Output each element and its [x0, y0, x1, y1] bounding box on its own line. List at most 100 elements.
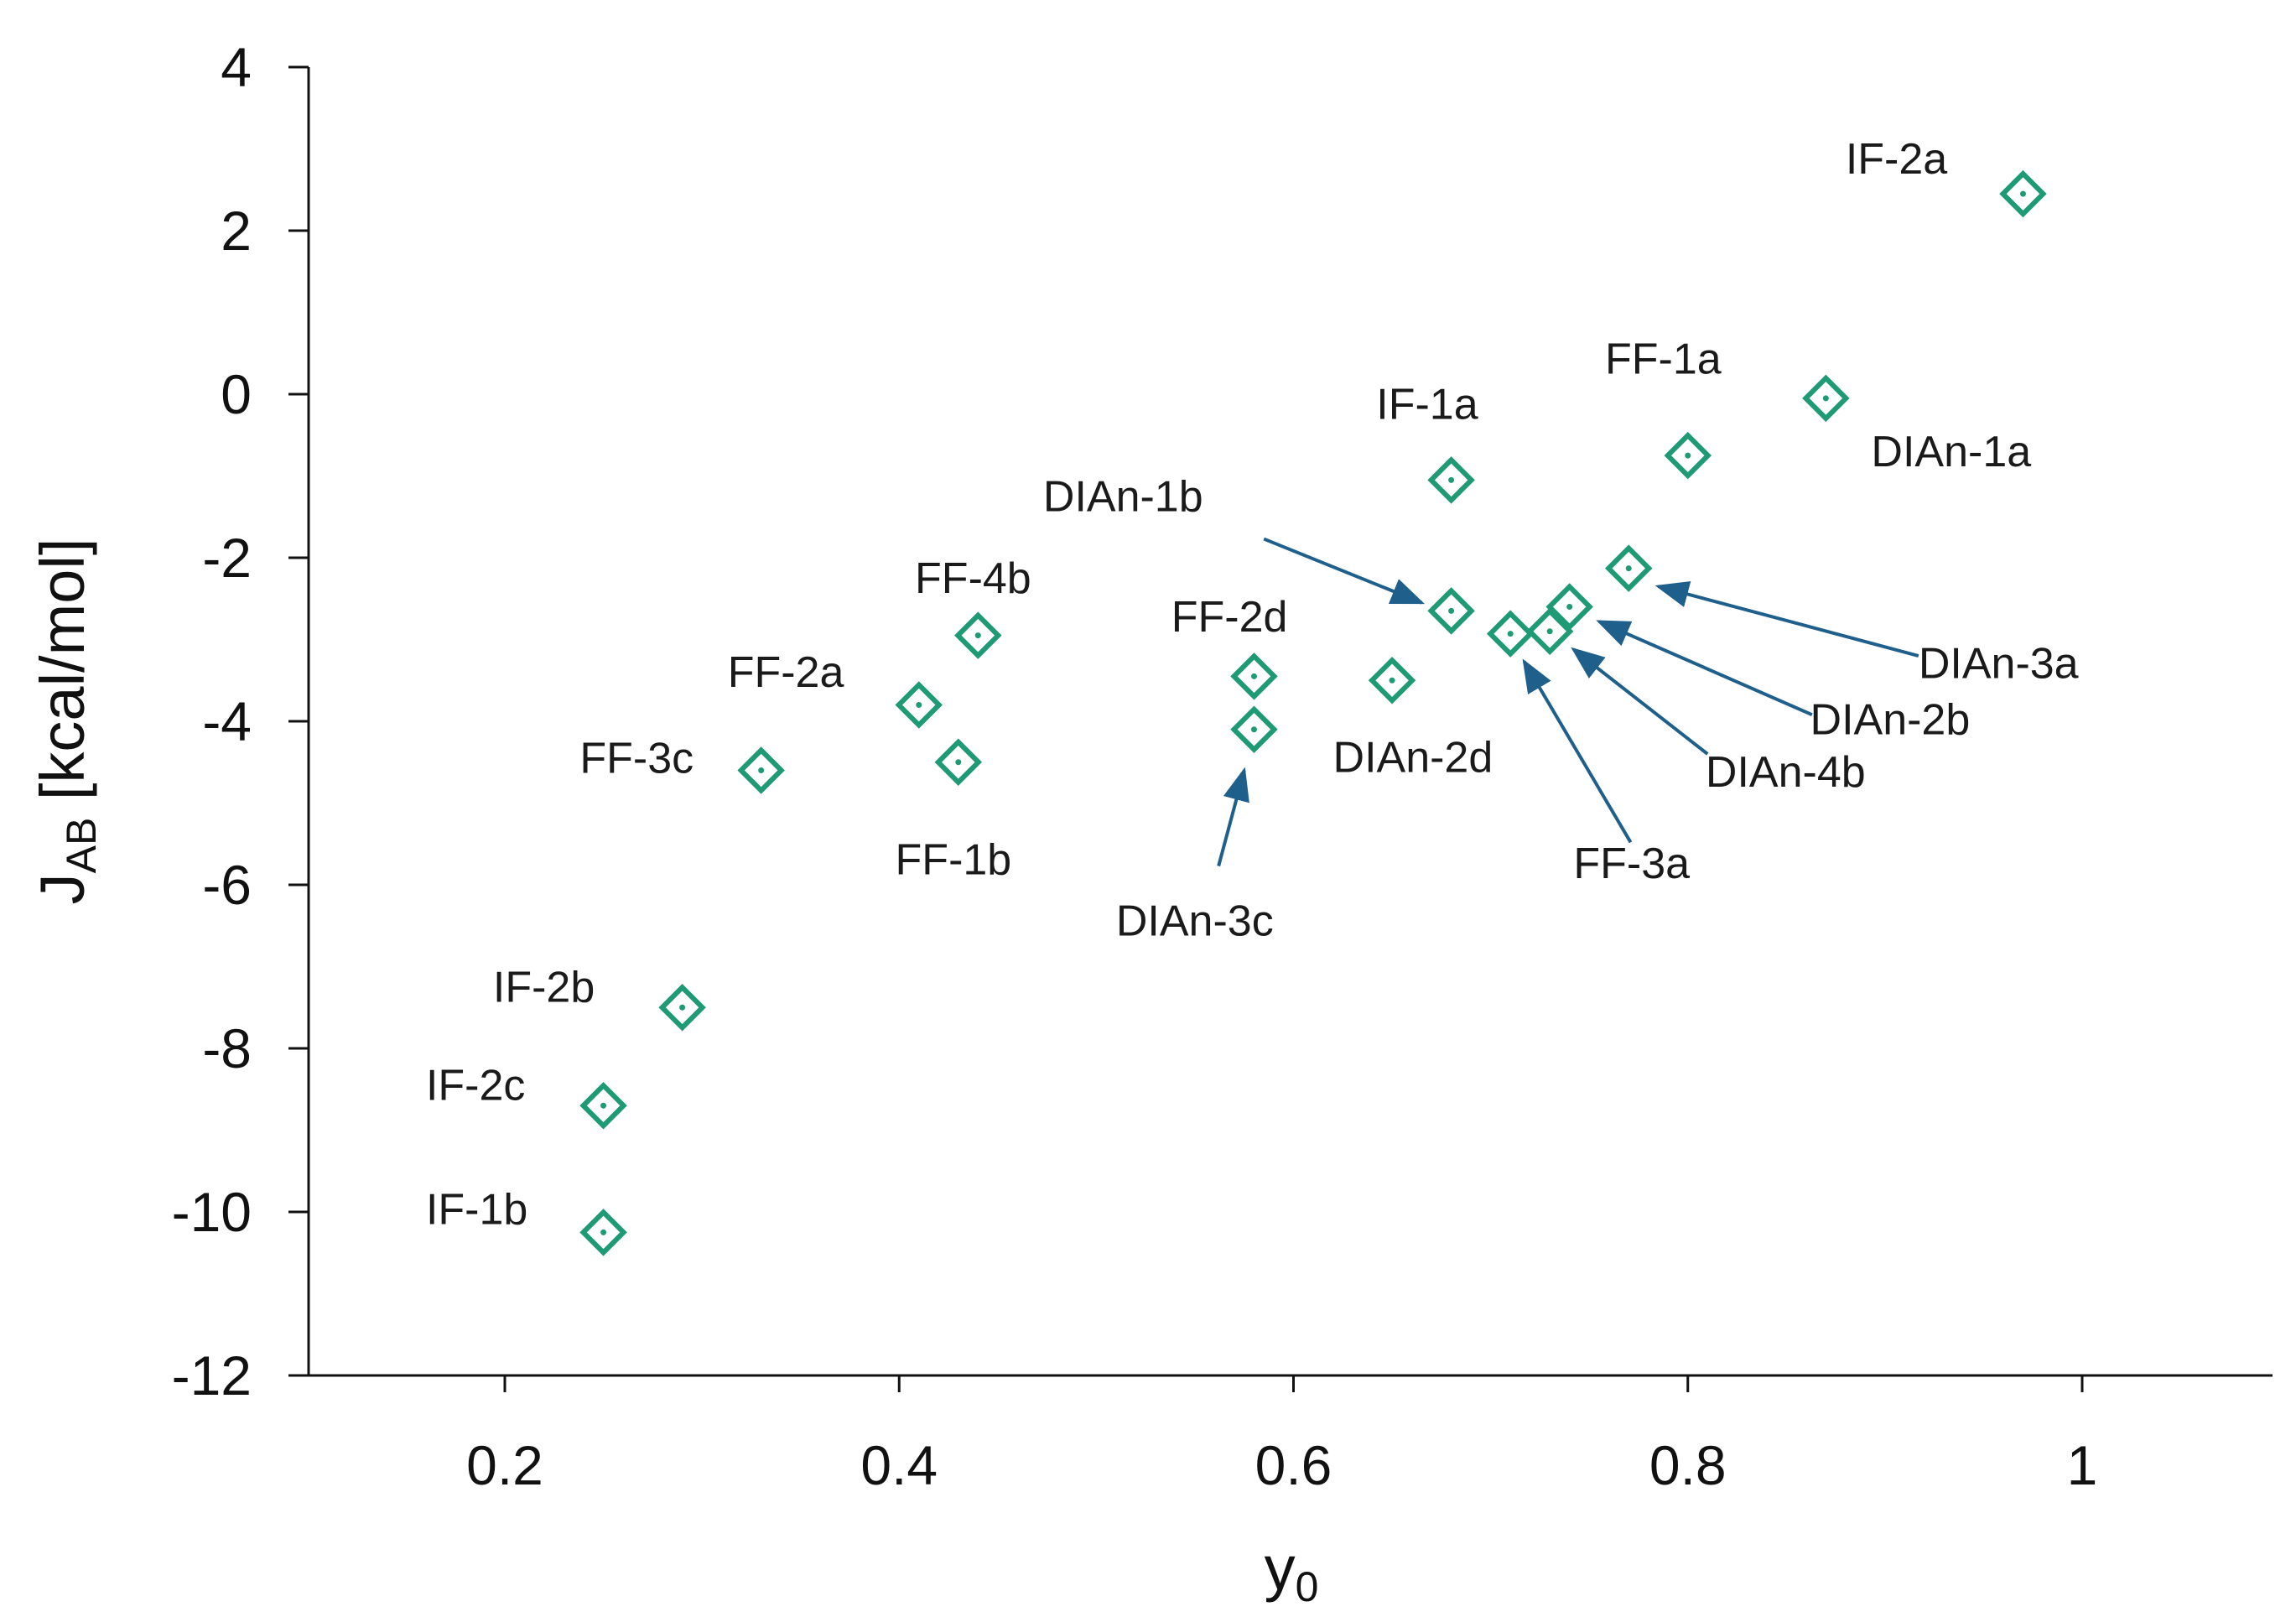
y-tick-label: -8 — [202, 1017, 252, 1079]
y-tick-label: 0 — [221, 363, 252, 425]
data-point-dot — [974, 632, 981, 639]
data-point-dot — [1507, 631, 1514, 637]
data-point-dot — [1448, 476, 1455, 483]
y-tick-label: 2 — [221, 200, 252, 262]
y-axis-title-subscript: AB — [58, 818, 105, 874]
point-label: FF-3c — [579, 734, 693, 783]
x-tick-label: 0.4 — [860, 1434, 938, 1496]
data-point-diamond — [1486, 610, 1535, 658]
data-point-dot — [679, 1004, 686, 1011]
data-point-diamond — [1427, 456, 1475, 504]
point-label: DIAn-4b — [1706, 748, 1866, 797]
data-point — [1525, 607, 1574, 655]
point-label: DIAn-1a — [1871, 428, 2031, 476]
data-point-diamond — [737, 746, 785, 794]
data-point — [579, 1209, 627, 1256]
point-label: FF-1a — [1605, 335, 1722, 384]
annotation-arrow — [1654, 580, 1919, 658]
data-point — [1368, 657, 1416, 705]
x-axis-title-main: y — [1265, 1533, 1296, 1603]
data-point — [579, 1082, 627, 1130]
point-label: DIAn-1b — [1043, 472, 1203, 521]
point-label: IF-1b — [426, 1186, 527, 1235]
y-axis-title-unit: [kcal/mol] — [28, 538, 97, 818]
data-point-dot — [1822, 395, 1829, 402]
y-tick-label: -10 — [172, 1181, 252, 1243]
y-tick-label: -6 — [202, 854, 252, 916]
data-point — [1230, 705, 1278, 753]
point-label: DIAn-3a — [1919, 639, 2079, 688]
annotation-arrow — [1571, 647, 1709, 756]
data-point-diamond — [1545, 583, 1593, 631]
annotation-arrow — [1522, 658, 1633, 844]
data-point-diamond — [1368, 657, 1416, 705]
point-label: DIAn-2d — [1333, 733, 1493, 782]
data-point-diamond — [579, 1209, 627, 1256]
point-label: IF-2a — [1846, 135, 1947, 184]
data-point-diamond — [1230, 653, 1278, 700]
y-tick-label: 4 — [221, 36, 252, 98]
x-axis-title-subscript: 0 — [1296, 1563, 1319, 1610]
data-point-diamond — [1664, 431, 1712, 480]
data-point-dot — [1448, 607, 1455, 614]
data-point — [1427, 587, 1475, 635]
data-point-diamond — [934, 738, 983, 786]
data-point — [1486, 610, 1535, 658]
y-tick-label: -12 — [172, 1344, 252, 1406]
data-point — [1999, 169, 2047, 218]
y-ticks: 4 2 0 -2 -4 -6 -8 -10 -12 — [172, 36, 309, 1406]
x-tick-label: 0.6 — [1255, 1434, 1332, 1496]
data-point-dot — [1546, 628, 1553, 635]
point-label: FF-4b — [915, 554, 1031, 603]
data-point-diamond — [1604, 544, 1653, 592]
x-tick-label: 0.8 — [1649, 1434, 1727, 1496]
point-label: DIAn-2b — [1810, 696, 1971, 745]
point-label: FF-2d — [1171, 593, 1288, 642]
annotation-arrow — [1217, 767, 1249, 867]
data-point — [737, 746, 785, 794]
data-point-dot — [1250, 673, 1257, 679]
data-point-dot — [758, 767, 765, 773]
point-label: FF-3a — [1573, 840, 1690, 888]
data-point — [1802, 374, 1850, 423]
data-point-dot — [2019, 190, 2026, 197]
data-points — [579, 169, 2047, 1256]
data-point-dot — [600, 1229, 607, 1235]
point-label: FF-1b — [896, 835, 1012, 884]
y-axis-title-main: J — [28, 873, 97, 904]
data-point-diamond — [1427, 587, 1475, 635]
data-point-diamond — [895, 681, 943, 729]
y-axis: 4 2 0 -2 -4 -6 -8 -10 -12 — [172, 36, 310, 1406]
point-label: IF-2b — [493, 963, 595, 1011]
x-tick-label: 1 — [2067, 1434, 2098, 1496]
data-point — [1230, 653, 1278, 700]
data-point-dot — [955, 759, 962, 766]
data-point-diamond — [579, 1082, 627, 1130]
data-point-dot — [1625, 565, 1632, 572]
data-point — [895, 681, 943, 729]
data-point — [934, 738, 983, 786]
data-point-diamond — [954, 611, 1002, 659]
point-label: FF-2a — [728, 648, 844, 697]
data-point — [1604, 544, 1653, 592]
data-point — [1427, 456, 1475, 504]
y-tick-label: -2 — [202, 527, 252, 589]
data-point-diamond — [658, 984, 706, 1032]
x-axis-title: y0 — [1265, 1533, 1319, 1610]
data-point-diamond — [1230, 705, 1278, 753]
point-label: IF-1a — [1376, 380, 1478, 429]
annotation-arrow — [1263, 537, 1426, 605]
point-label: DIAn-3c — [1116, 897, 1274, 945]
x-ticks: 0.2 0.4 0.6 0.8 1 — [466, 1375, 2097, 1496]
data-point — [658, 984, 706, 1032]
data-point-dot — [1250, 726, 1257, 733]
annotation-arrows — [1217, 537, 1919, 867]
x-axis: 0.2 0.4 0.6 0.8 1 — [309, 1374, 2273, 1496]
x-tick-label: 0.2 — [466, 1434, 543, 1496]
data-point-diamond — [1999, 169, 2047, 218]
data-point — [954, 611, 1002, 659]
data-point — [1545, 583, 1593, 631]
data-point-dot — [600, 1102, 607, 1109]
